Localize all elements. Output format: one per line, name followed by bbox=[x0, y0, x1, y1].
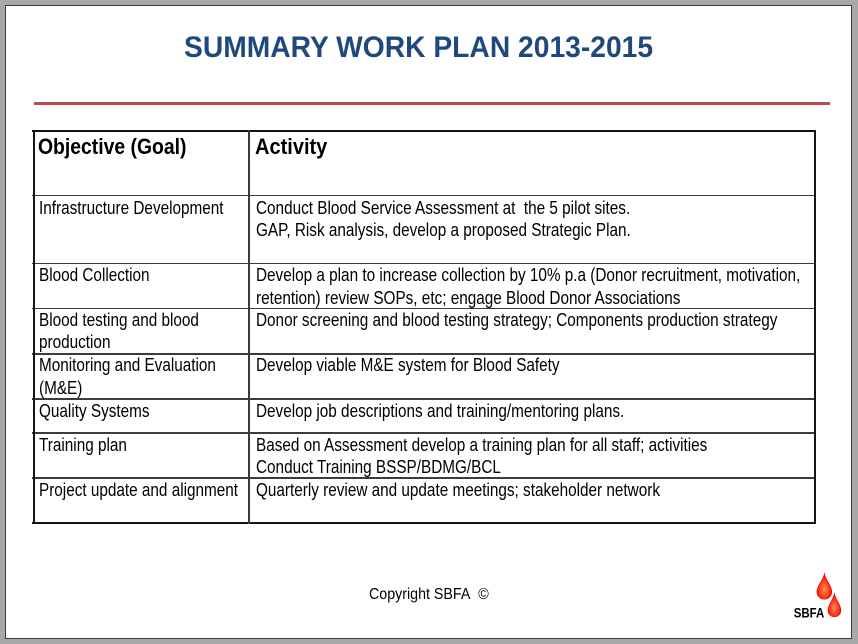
svg-text:SBFA: SBFA bbox=[794, 605, 825, 620]
